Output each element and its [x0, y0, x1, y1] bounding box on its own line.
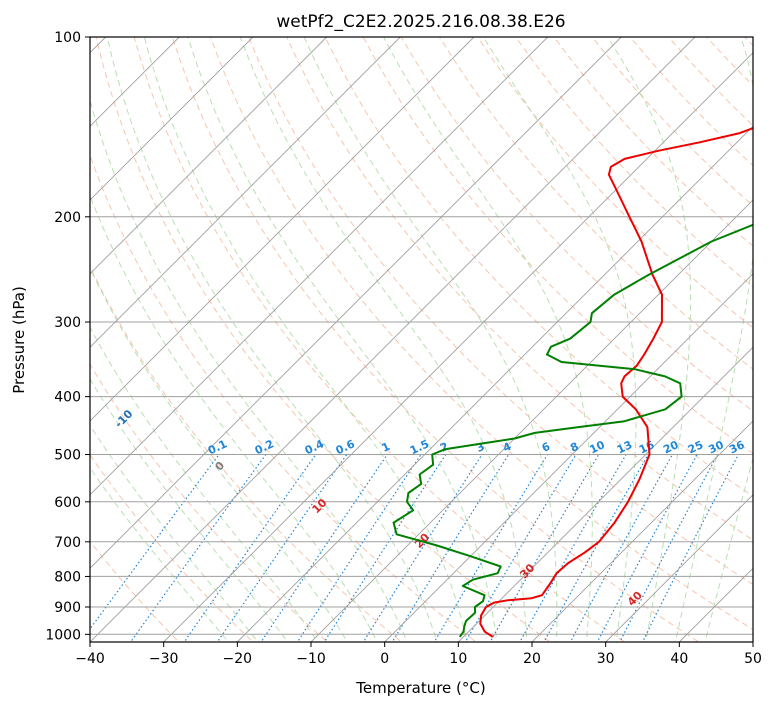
- moist-adiabat-line: [239, 37, 528, 642]
- isotherm-line: [90, 37, 475, 422]
- dry-adiabat-line: [95, 37, 552, 642]
- moist-adiabat-line: [482, 37, 637, 642]
- y-tick-label: 800: [54, 569, 81, 585]
- dry-adiabat-line: [210, 37, 753, 631]
- isotherm-line: [90, 37, 549, 496]
- isotherm-line: [163, 52, 753, 642]
- dry-adiabat-line: [515, 37, 753, 288]
- y-tick-label: 1000: [45, 627, 81, 643]
- moist-adiabats: [90, 37, 753, 642]
- x-tick-label: 0: [380, 651, 389, 667]
- isotherm-line: [90, 37, 696, 642]
- x-tick-label: −10: [296, 651, 326, 667]
- x-tick-label: 50: [744, 651, 762, 667]
- isotherm-line: [310, 199, 753, 642]
- x-tick-label: 40: [670, 651, 688, 667]
- isotherm-line: [384, 273, 753, 642]
- dry-adiabat-line: [90, 453, 254, 642]
- mixing-ratio-line: [323, 454, 447, 642]
- y-tick-label: 700: [54, 535, 81, 551]
- moist-adiabat-line: [704, 456, 753, 642]
- moist-adiabat-line: [674, 37, 753, 642]
- plot-frame: [89, 36, 754, 643]
- moist-adiabat-line: [143, 37, 468, 642]
- moist-adiabat-line: [90, 266, 348, 642]
- x-tick-label: −40: [75, 651, 105, 667]
- moist-adiabat-line: [90, 424, 259, 642]
- moist-adiabat-line: [607, 37, 692, 642]
- mixing-ratio-label: 16: [637, 438, 657, 456]
- y-tick-label: 600: [54, 495, 81, 511]
- dry-adiabat-line: [90, 363, 329, 642]
- isotherm-line: [90, 37, 622, 569]
- isotherm-line: [90, 37, 401, 348]
- mixing-ratio-label: 13: [615, 438, 634, 456]
- profiles: [392, 127, 753, 638]
- isotherm-line: [605, 494, 753, 642]
- moist-adiabat-line: [303, 37, 558, 642]
- x-tick-label: −30: [149, 651, 179, 667]
- dry-adiabat-line: [171, 37, 700, 642]
- mixing-ratio-line: [296, 454, 422, 642]
- temperature-profile: [479, 127, 753, 638]
- dry-adiabat-line: [248, 37, 753, 586]
- mixing-ratio-line: [90, 454, 220, 630]
- moist-adiabat-line: [383, 37, 593, 642]
- mixing-ratio-line: [391, 454, 510, 642]
- mixing-ratio-line: [464, 454, 577, 642]
- y-axis-label: Pressure (hPa): [10, 286, 28, 394]
- moist-adiabat-line: [90, 378, 289, 642]
- dry-adiabat-line: [133, 37, 626, 642]
- moist-adiabat-line: [90, 194, 378, 642]
- dewpoint-profile: [392, 223, 753, 638]
- mixing-ratio-label: 25: [686, 438, 705, 456]
- mixing-ratio-label: 36: [727, 438, 747, 456]
- mixing-ratio-line: [362, 454, 483, 642]
- isotherm-line: [90, 37, 254, 201]
- isotherm-line: [236, 125, 753, 642]
- x-tick-label: −20: [223, 651, 253, 667]
- y-tick-label: 900: [54, 600, 81, 616]
- x-tick-label: 10: [449, 651, 467, 667]
- mixing-ratio-line: [619, 454, 719, 642]
- dry-adiabat-line: [90, 265, 403, 642]
- chart-title: wetPf2_C2E2.2025.216.08.38.E26: [276, 12, 565, 32]
- isotherm-line: [90, 37, 328, 275]
- x-tick-label: 30: [597, 651, 615, 667]
- mixing-ratio-line: [260, 454, 388, 642]
- y-tick-label: 500: [54, 448, 81, 464]
- isotherms: [90, 37, 753, 642]
- isotherm-line: [531, 420, 753, 642]
- y-tick-label: 100: [54, 30, 81, 46]
- isotherm-line: [457, 346, 753, 642]
- moist-adiabat-line: [90, 467, 229, 642]
- axes: −40 −30 −20 −10 0 10 20 30 40 50 100 200 300 400 500 60…: [45, 30, 762, 667]
- mixing-ratio-line: [216, 454, 348, 642]
- dry-adiabat-line: [286, 37, 753, 541]
- mixing-ratio-line: [569, 454, 673, 642]
- y-tick-label: 200: [54, 210, 81, 226]
- mixing-ratio-lines: [90, 454, 739, 642]
- x-tick-label: 20: [523, 651, 541, 667]
- mixing-ratio-line: [183, 454, 317, 642]
- moist-adiabat-line: [106, 37, 438, 642]
- x-axis-label: Temperature (°C): [355, 679, 485, 697]
- mixing-ratio-line: [433, 454, 549, 642]
- dry-adiabats: [90, 37, 753, 642]
- mixing-ratio-label: 20: [661, 438, 681, 456]
- y-tick-label: 400: [54, 390, 81, 406]
- mixing-ratio-label: 10: [588, 438, 608, 456]
- y-tick-label: 300: [54, 315, 81, 331]
- moist-adiabat-line: [90, 326, 319, 642]
- mixing-ratio-line: [596, 454, 698, 642]
- mixing-ratio-line: [129, 454, 267, 642]
- mixing-ratio-label: 30: [706, 438, 726, 456]
